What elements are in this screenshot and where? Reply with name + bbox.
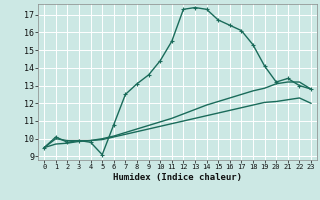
X-axis label: Humidex (Indice chaleur): Humidex (Indice chaleur): [113, 173, 242, 182]
